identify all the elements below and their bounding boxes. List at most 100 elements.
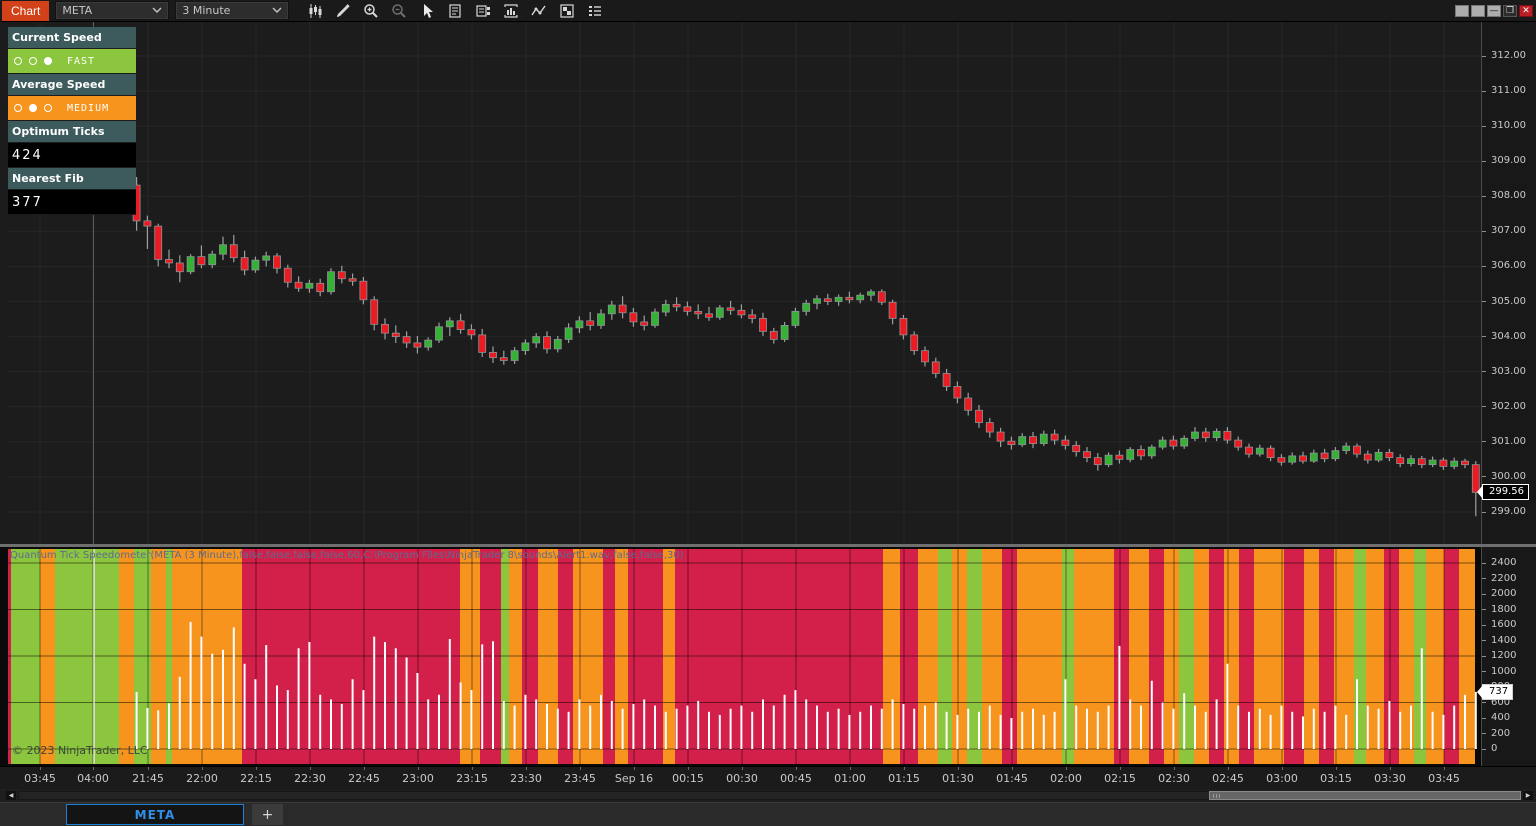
candle [1212, 428, 1221, 442]
speed-dot [29, 57, 37, 65]
time-axis-label: 23:45 [564, 772, 596, 785]
candle [154, 223, 163, 267]
speedometer-readout-panel: Current Speed FAST Average Speed MEDIUM … [8, 27, 136, 215]
candle [316, 278, 325, 297]
last-speed-marker: 737 [1476, 683, 1514, 700]
value-axis-strip[interactable] [1481, 22, 1536, 766]
zoom-in-icon[interactable] [361, 1, 380, 20]
time-axis-label: 22:15 [240, 772, 272, 785]
zoom-out-icon[interactable] [389, 1, 408, 20]
price-axis-label: 304.00 [1491, 330, 1526, 342]
time-axis-label: 03:00 [1266, 772, 1298, 785]
speed-dot [44, 104, 52, 112]
candle [1266, 445, 1275, 462]
interval-select[interactable]: 3 Minute [175, 1, 290, 20]
candle [996, 427, 1005, 448]
link-button-2[interactable] [1471, 4, 1485, 17]
chart-menu-button[interactable]: Chart [2, 0, 50, 21]
tab-meta[interactable]: META [66, 804, 244, 825]
speed-axis-label: 1000 [1491, 665, 1517, 677]
speed-axis-tick [1482, 717, 1486, 719]
candle [186, 254, 195, 275]
candle [867, 289, 875, 301]
candle [1396, 454, 1405, 468]
candle [1115, 450, 1124, 464]
speed-axis-label: 2000 [1491, 588, 1517, 599]
price-axis-tick [1482, 441, 1486, 443]
candle [402, 331, 411, 348]
panel-divider[interactable] [0, 544, 1536, 547]
list-icon[interactable] [585, 1, 604, 20]
time-axis-tick [472, 767, 473, 770]
price-axis-tick [1482, 406, 1486, 408]
time-axis[interactable]: 03:45 04:00 21:45 22:00 22:15 22:30 22:45 23:00… [0, 766, 1536, 790]
time-axis-tick [40, 767, 41, 770]
price-axis-tick [1482, 511, 1486, 513]
candle [748, 309, 757, 324]
speed-axis-label: 2400 [1491, 557, 1517, 568]
price-axis-tick [1482, 195, 1486, 197]
candle [273, 253, 281, 274]
time-axis-label: 03:15 [1320, 772, 1352, 785]
candle [1201, 427, 1210, 442]
average-speed-value: MEDIUM [8, 96, 136, 121]
candle [305, 279, 314, 293]
drawing-tools-icon[interactable] [333, 1, 352, 20]
scroll-right-button[interactable]: ▶ [1523, 791, 1533, 800]
scrollbar-thumb[interactable] [1209, 791, 1521, 800]
cursor-icon[interactable] [417, 1, 436, 20]
speed-axis-label: 1800 [1491, 603, 1517, 615]
scroll-left-button[interactable]: ◀ [6, 791, 16, 800]
speed-axis-tick [1482, 562, 1486, 564]
candle [337, 265, 346, 284]
instrument-select[interactable]: META [55, 1, 170, 20]
data-box-icon[interactable] [473, 1, 492, 20]
candle [1471, 461, 1480, 517]
add-tab-button[interactable]: + [252, 804, 283, 825]
time-axis-tick [1120, 767, 1121, 770]
candle [607, 300, 616, 320]
candle [208, 250, 217, 269]
time-axis-label: 01:15 [888, 772, 920, 785]
time-axis-tick [148, 767, 149, 770]
time-axis-label: 02:30 [1158, 772, 1190, 785]
candle [1439, 457, 1448, 470]
candle [1093, 453, 1102, 471]
time-axis-tick [1012, 767, 1013, 770]
speedometer-chart [8, 549, 1481, 764]
link-button-1[interactable] [1455, 4, 1469, 17]
candle [283, 264, 292, 288]
candle [532, 333, 541, 348]
candle [683, 301, 692, 316]
time-axis-tick [634, 767, 635, 770]
candle [478, 328, 487, 357]
chart-style-icon[interactable] [305, 1, 324, 20]
candle [791, 307, 800, 328]
candle [1428, 456, 1437, 468]
candle [489, 346, 497, 363]
report-icon[interactable] [445, 1, 464, 20]
candle [370, 296, 379, 331]
interval-select-value: 3 Minute [182, 4, 231, 17]
time-axis-label: 22:45 [348, 772, 380, 785]
speed-axis-label: 200 [1491, 727, 1511, 739]
candle [834, 294, 843, 306]
candle [575, 316, 584, 334]
properties-icon[interactable] [557, 1, 576, 20]
candle [597, 309, 605, 329]
indicators-icon[interactable] [529, 1, 548, 20]
close-button[interactable]: ✕ [1519, 4, 1533, 17]
speed-axis-label: 2200 [1491, 572, 1517, 584]
candle [240, 250, 249, 276]
price-axis-label: 299.00 [1491, 506, 1526, 517]
candle [1126, 447, 1135, 463]
candle [251, 256, 260, 273]
candle [661, 299, 670, 317]
restore-button[interactable]: ❐ [1503, 4, 1517, 17]
price-axis-label: 301.00 [1491, 435, 1526, 447]
candle [1309, 449, 1318, 463]
chart-trader-icon[interactable] [501, 1, 520, 20]
minimize-button[interactable]: — [1487, 4, 1501, 17]
time-axis-label: 23:15 [456, 772, 488, 785]
